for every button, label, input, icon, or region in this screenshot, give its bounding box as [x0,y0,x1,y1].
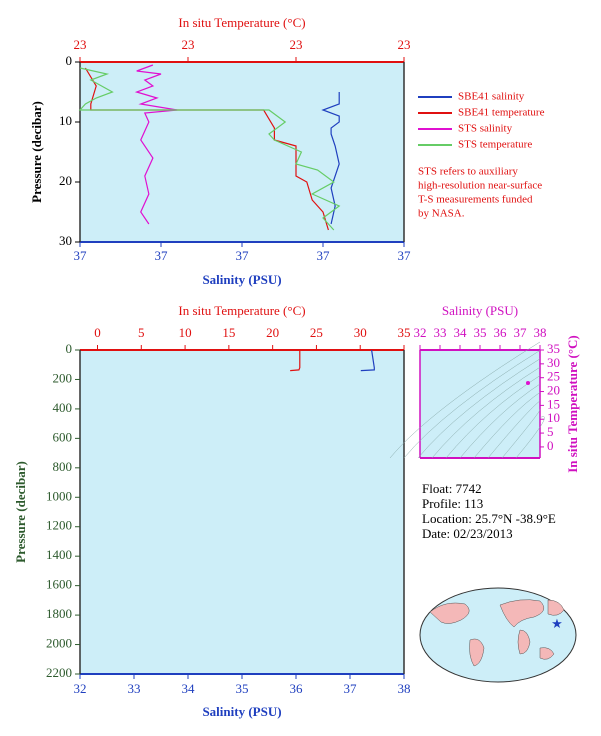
x2-axis-title: Salinity (PSU) [202,704,281,719]
density-contour [501,408,541,459]
y-tick-label: 35 [547,341,560,356]
note: STS refers to auxiliary [418,166,518,178]
y-tick-label: 0 [547,438,554,453]
y-axis-title: Pressure (decibar) [29,101,44,203]
x-tick-label: 33 [434,325,447,340]
y-tick-label: 1400 [46,547,72,562]
y-tick-label: 30 [547,355,560,370]
note: by NASA. [418,208,465,220]
y-tick-label: 15 [547,396,560,411]
x-tick-label: 20 [266,325,279,340]
float-location: ★ [551,616,563,631]
x2-tick-label: 32 [74,681,87,696]
x2-tick-label: 37 [236,248,250,263]
legend-label: SBE41 salinity [458,91,525,103]
density-contour [487,400,541,459]
x-tick-label: 10 [179,325,192,340]
x-tick-label: 35 [398,325,411,340]
x-tick-label: 34 [454,325,468,340]
float-info: Float: 7742 [422,481,482,496]
world-map: ★ [419,587,577,683]
density-contour [417,358,541,459]
y-tick-label: 10 [547,410,560,425]
x2-tick-label: 37 [155,248,169,263]
profile-line [290,350,301,372]
x2-tick-label: 34 [182,681,196,696]
x2-tick-label: 37 [74,248,88,263]
y-tick-label: 800 [53,459,73,474]
density-contour [403,350,541,459]
profile-line [360,349,375,372]
x-tick-label: 38 [534,325,547,340]
y-tick-label: 1800 [46,606,72,621]
y-tick-label: 25 [547,369,560,384]
legend-label: STS salinity [458,123,513,135]
x2-axis-title: Salinity (PSU) [202,272,281,287]
x-tick-label: 35 [474,325,487,340]
y-axis-title: Pressure (decibar) [13,461,28,563]
x-tick-label: 36 [494,325,508,340]
x-tick-label: 5 [138,325,145,340]
x-tick-label: 23 [290,37,303,52]
y-tick-label: 600 [53,429,73,444]
plot-area [80,350,404,674]
x2-tick-label: 33 [128,681,141,696]
float-info: Date: 02/23/2013 [422,526,513,541]
profile-line [78,67,341,231]
x-axis-title: In situ Temperature (°C) [178,15,305,30]
y-tick-label: 10 [59,113,72,128]
note: T-S measurements funded [418,194,533,206]
x-tick-label: 25 [310,325,323,340]
x2-tick-label: 37 [317,248,331,263]
y-tick-label: 1600 [46,577,72,592]
y-axis-title: In situ Temperature (°C) [565,335,580,473]
x-tick-label: 23 [74,37,87,52]
chart: 23 23 23 23 In situ Temperature (°C) 37 37 37 37… [29,15,545,287]
x-axis-title: Salinity (PSU) [442,303,518,318]
y-tick-label: 2000 [46,636,72,651]
x-tick-label: 37 [514,325,528,340]
y-tick-label: 1000 [46,488,72,503]
x-tick-label: 0 [94,325,101,340]
chart: 0 5 10 15 20 25 30 35 In situ Temperature (°C) 32… [13,303,411,719]
y-tick-label: 1200 [46,518,72,533]
density-contour [459,383,541,459]
y-tick-label: 400 [53,400,73,415]
x2-tick-label: 38 [398,681,411,696]
density-contour [431,366,541,459]
x-axis-title: In situ Temperature (°C) [178,303,305,318]
plot-area [420,350,540,458]
x2-tick-label: 35 [236,681,249,696]
y-tick-label: 0 [66,53,73,68]
y-tick-label: 20 [59,173,72,188]
y-tick-label: 20 [547,383,560,398]
x-tick-label: 30 [354,325,367,340]
legend-label: SBE41 temperature [458,107,545,119]
x-tick-label: 32 [414,325,427,340]
legend-label: STS temperature [458,139,532,151]
x2-tick-label: 37 [344,681,358,696]
y-tick-label: 30 [59,233,72,248]
y-tick-label: 200 [53,370,73,385]
x-tick-label: 15 [222,325,235,340]
chart: 32 33 34 35 36 37 38 Salinity (PSU) 051015202530… [389,303,580,473]
density-contour [515,416,545,459]
y-tick-label: 0 [66,341,73,356]
float-info: Profile: 113 [422,496,483,511]
ts-point [526,380,530,385]
density-contour [473,392,541,459]
x2-tick-label: 36 [290,681,304,696]
x2-tick-label: 37 [398,248,412,263]
y-tick-label: 5 [547,424,554,439]
plot-area [80,62,404,242]
float-info: Location: 25.7°N -38.9°E [422,511,556,526]
profile-line [321,92,340,225]
x-tick-label: 23 [182,37,195,52]
y-tick-label: 2200 [46,665,72,680]
note: high-resolution near-surface [418,180,542,192]
density-contour [389,341,541,459]
x-tick-label: 23 [398,37,411,52]
